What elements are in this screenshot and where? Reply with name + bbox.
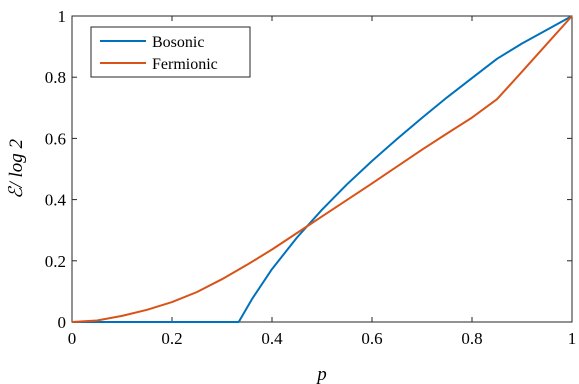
x-tick-label: 0.2 bbox=[161, 329, 182, 348]
legend-label-bosonic: Bosonic bbox=[152, 34, 204, 51]
legend: Bosonic Fermionic bbox=[90, 26, 251, 78]
x-tick-label: 0.4 bbox=[261, 329, 283, 348]
y-tick-label: 1 bbox=[58, 7, 67, 26]
x-axis-label: p bbox=[315, 364, 327, 384]
series-layer bbox=[71, 15, 573, 323]
x-tick-label: 0.6 bbox=[361, 329, 382, 348]
y-tick-label: 0.8 bbox=[45, 68, 66, 87]
series-line-bosonic bbox=[72, 15, 573, 323]
y-tick-label: 0.2 bbox=[45, 252, 66, 271]
y-axis-ticks: 0 0.2 0.4 0.6 0.8 1 bbox=[45, 7, 572, 332]
y-tick-label: 0.6 bbox=[45, 129, 66, 148]
x-tick-label: 1 bbox=[568, 329, 577, 348]
y-tick-label: 0 bbox=[58, 313, 67, 332]
x-tick-label: 0.8 bbox=[461, 329, 482, 348]
legend-box bbox=[90, 26, 251, 78]
y-tick-label: 0.4 bbox=[45, 191, 67, 210]
x-tick-label: 0 bbox=[68, 329, 77, 348]
legend-label-fermionic: Fermionic bbox=[152, 56, 218, 73]
y-axis-label: ℰ/ log 2 bbox=[6, 138, 27, 199]
x-axis-ticks: 0 0.2 0.4 0.6 0.8 1 bbox=[68, 16, 577, 348]
series-line-fermionic bbox=[71, 15, 573, 323]
